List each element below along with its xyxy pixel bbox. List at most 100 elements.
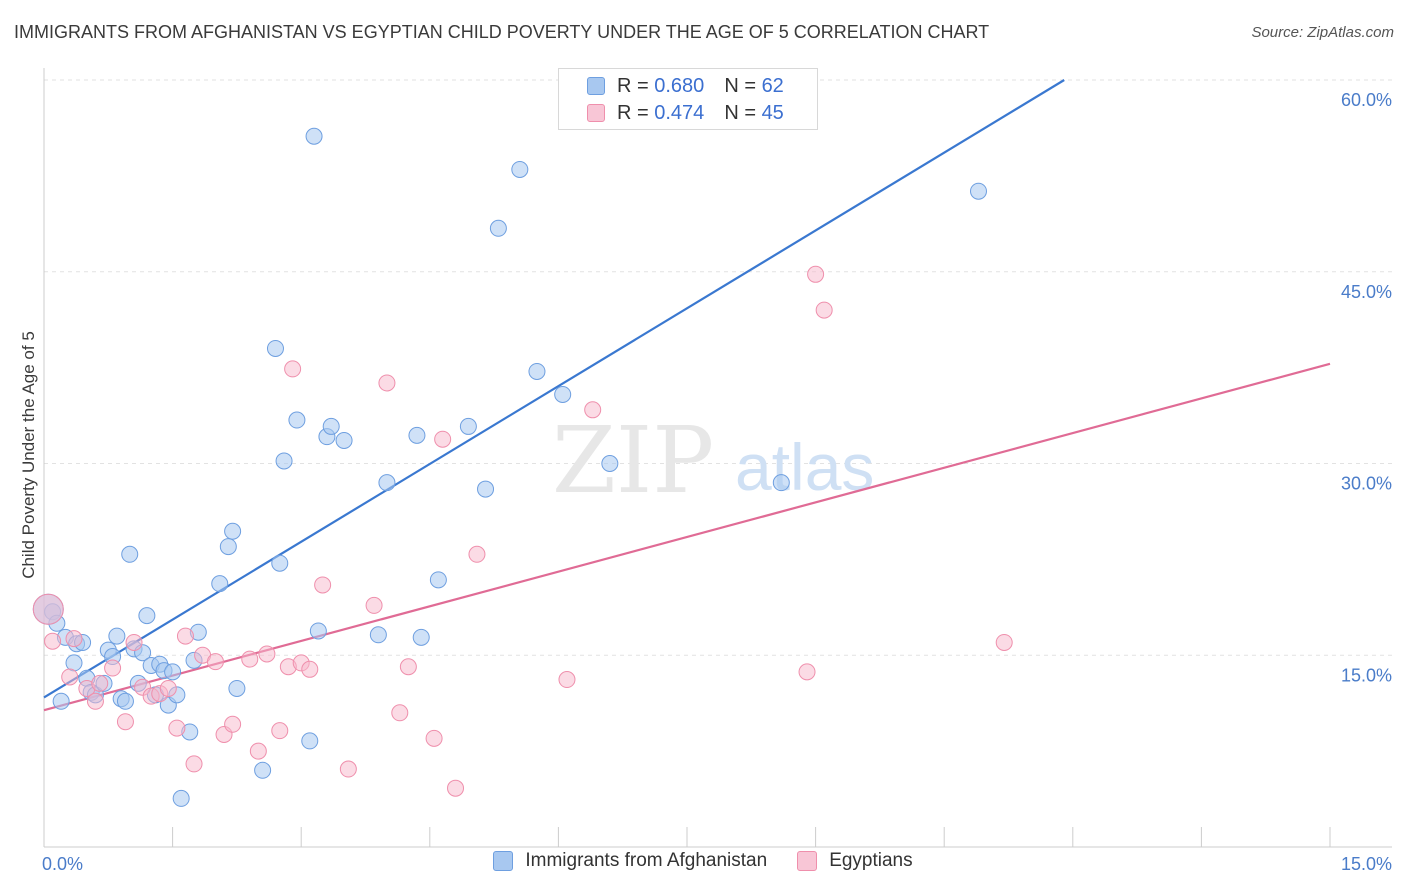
afghanistan-point [301, 732, 319, 750]
egyptian-point [249, 742, 267, 760]
afghanistan-point [138, 607, 156, 625]
x-tick-label: 0.0% [42, 854, 83, 874]
egyptian-point [271, 722, 289, 740]
legend-label-egyptians: Egyptians [829, 850, 913, 871]
legend-n-value: 62 [761, 74, 784, 97]
afghanistan-point [121, 545, 139, 563]
egyptian-point [224, 715, 242, 733]
afghanistan-point [412, 628, 430, 646]
afghanistan-point [369, 626, 387, 644]
egyptian-point [399, 658, 417, 676]
egyptian-point [159, 679, 177, 697]
afghanistan-point [228, 679, 246, 697]
egyptian-point [584, 401, 602, 419]
afghanistan-point [969, 182, 987, 200]
egyptian-point [91, 674, 109, 692]
afghanistan-point [489, 219, 507, 237]
legend-row-afghanistan: R = 0.680 N = 62 [587, 73, 784, 99]
egyptian-point [284, 360, 302, 378]
y-tick-label: 45.0% [1341, 282, 1392, 302]
afghanistan-point [172, 789, 190, 807]
afghanistan-point [459, 417, 477, 435]
afghanistan-point [108, 627, 126, 645]
afghanistan-point [335, 431, 353, 449]
afghanistan-point [224, 522, 242, 540]
x-tick-label: 15.0% [1341, 854, 1392, 874]
watermark: ZIP atlas [552, 407, 874, 514]
afghanistan-point [309, 622, 327, 640]
afghanistan-point [554, 385, 572, 403]
watermark-zip: ZIP [552, 407, 714, 514]
legend-swatch-egyptians [797, 851, 818, 871]
data-points [32, 127, 1013, 807]
legend-r-value: 0.474 [654, 101, 705, 124]
afghanistan-point [429, 571, 447, 589]
egyptian-point [815, 301, 833, 319]
egyptian-point [185, 755, 203, 773]
afghanistan-point [772, 474, 790, 492]
legend-swatch-afghanistan [587, 77, 605, 95]
afghanistan-point [254, 761, 272, 779]
y-tick-label: 30.0% [1341, 474, 1392, 494]
afghanistan-point [601, 455, 619, 472]
egyptian-point [104, 659, 122, 677]
afghanistan-point [288, 411, 306, 429]
correlation-legend: R = 0.680 N = 62 R = 0.474 N = 45 [558, 68, 818, 130]
afghanistan-trend-line [43, 79, 1065, 699]
afghanistan-point [477, 480, 495, 498]
afghanistan-point [116, 692, 134, 710]
egyptian-point [558, 671, 576, 689]
afghanistan-point [271, 554, 289, 572]
trend-lines [43, 79, 1331, 712]
egyptian-point [44, 632, 62, 650]
legend-n-value: 45 [761, 101, 784, 124]
legend-row-egyptians: R = 0.474 N = 45 [587, 100, 784, 126]
egyptian-point [168, 719, 186, 737]
tick-labels: 15.0% 30.0% 45.0% 60.0% 0.0% 15.0% [42, 90, 1392, 874]
legend-n-label: N = [724, 101, 762, 124]
egyptian-point [32, 593, 64, 625]
egyptian-point [391, 704, 409, 722]
legend-r-value: 0.680 [654, 74, 705, 97]
egyptian-point [425, 729, 443, 747]
afghanistan-point [52, 692, 70, 710]
egyptian-point [241, 650, 259, 668]
afghanistan-point [528, 362, 546, 380]
grid-lines [44, 79, 1392, 656]
y-tick-label: 60.0% [1341, 90, 1392, 110]
afghanistan-point [219, 538, 237, 556]
egyptian-point [206, 653, 224, 671]
legend-label-afghanistan: Immigrants from Afghanistan [525, 850, 768, 871]
egyptian-point [116, 713, 134, 731]
egyptian-point [378, 374, 396, 392]
egyptian-point [301, 660, 319, 678]
afghanistan-point [408, 426, 426, 444]
egyptian-point [314, 576, 332, 594]
egyptian-point [468, 545, 486, 563]
afghanistan-point [266, 339, 284, 357]
egyptian-point [61, 668, 79, 686]
source-label: Source: ZipAtlas.com [1251, 24, 1394, 41]
afghanistan-point [164, 663, 182, 681]
afghanistan-point [322, 417, 340, 435]
afghanistan-point [275, 452, 293, 470]
axes [43, 68, 1392, 848]
egyptian-point [365, 596, 383, 614]
legend-item-egyptians: Egyptians [797, 850, 913, 872]
egyptian-point [65, 630, 83, 648]
egyptian-point [86, 692, 104, 710]
egyptian-point [258, 645, 276, 663]
egyptian-point [125, 633, 143, 651]
egyptian-point [995, 633, 1013, 651]
afghanistan-point [378, 474, 396, 492]
chart-title: IMMIGRANTS FROM AFGHANISTAN VS EGYPTIAN … [14, 22, 990, 42]
legend-r-label: R = [617, 74, 655, 97]
legend-item-afghanistan: Immigrants from Afghanistan [493, 850, 767, 872]
afghanistan-point [211, 575, 229, 593]
egyptian-point [339, 760, 357, 778]
legend-r-label: R = [617, 101, 655, 124]
legend-n-label: N = [724, 74, 762, 97]
afghanistan-point [305, 127, 323, 145]
afghanistan-point [65, 654, 83, 672]
